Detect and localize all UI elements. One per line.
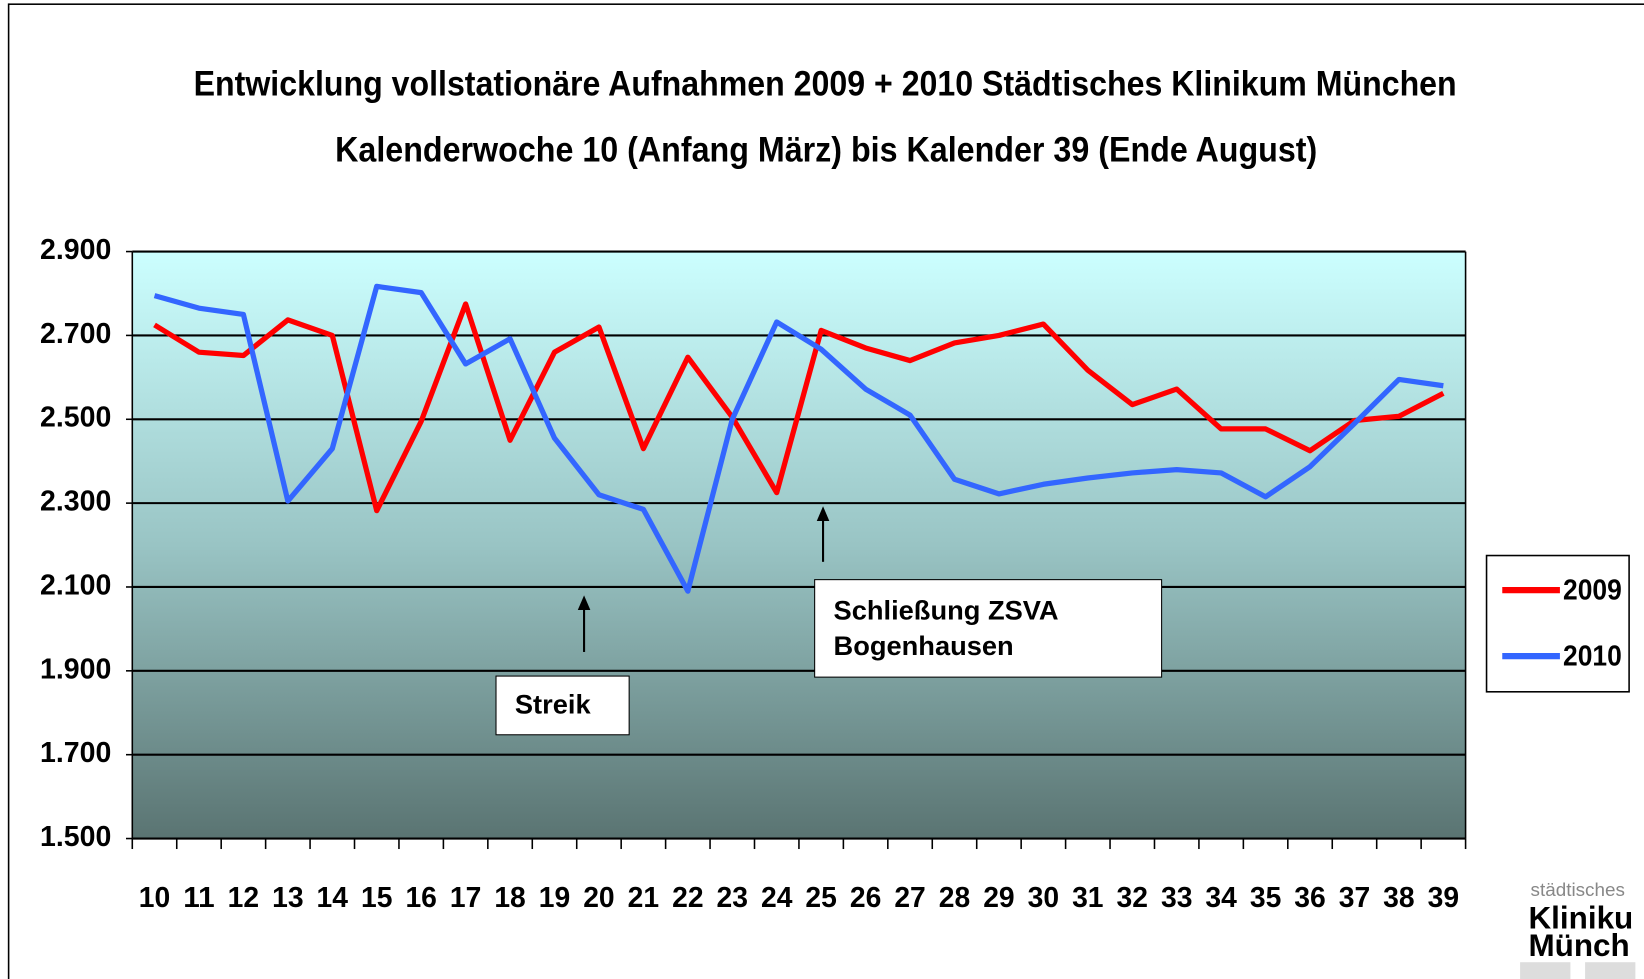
x-tick-label: 33 [1161,881,1192,913]
annotation-box [495,675,630,736]
chart-title: Entwicklung vollstationäre Aufnahmen 200… [194,63,1457,103]
x-tick-label: 20 [583,881,614,913]
arrow-head [577,595,591,611]
x-tick-label: 19 [539,881,570,913]
x-tick-label: 28 [939,881,970,913]
x-tick-label: 14 [317,881,349,913]
x-tick-label: 22 [672,881,703,913]
x-tick-label: 29 [983,881,1014,913]
legend-label: 2010 [1563,640,1622,672]
x-tick-label: 36 [1294,881,1325,913]
logo-block [1520,962,1571,979]
x-tick-label: 25 [805,881,836,913]
y-tick-label: 2.300 [40,485,111,517]
x-tick-label: 30 [1028,881,1059,913]
line-series [153,301,1445,514]
x-tick-label: 31 [1072,881,1103,913]
x-tick-label: 21 [628,881,659,913]
y-tick-label: 1.500 [40,820,111,852]
x-tick-label: 37 [1339,881,1370,913]
y-tick-label: 2.700 [40,317,111,349]
x-tick-label: 35 [1250,881,1281,913]
x-tick-label: 32 [1117,881,1148,913]
arrow-head [816,506,830,521]
x-tick-label: 18 [494,881,525,913]
annotation: Bogenhausen [834,630,1014,661]
line-series [153,283,1444,594]
y-tick-label: 2.900 [40,233,111,265]
annotation: Streik [515,689,592,720]
x-tick-label: 39 [1428,881,1459,913]
y-tick-label: 2.100 [40,568,111,600]
x-tick-label: 38 [1383,881,1414,913]
x-tick-label: 34 [1205,881,1237,913]
frame [7,3,1644,979]
logo-block [1585,962,1636,979]
x-tick-label: 10 [139,881,170,913]
x-tick-label: 23 [717,881,748,913]
x-tick-label: 13 [272,881,303,913]
y-tick-label: 2.500 [40,401,111,433]
logo-text: städtisches [1531,879,1625,900]
x-tick-label: 17 [450,881,481,913]
x-tick-label: 24 [761,881,793,913]
x-tick-label: 16 [405,881,436,913]
x-tick-label: 26 [850,881,881,913]
legend [1485,554,1630,693]
annotation-box [814,579,1163,678]
logo-text: Kliniku [1528,901,1633,936]
x-tick-label: 12 [228,881,259,913]
legend-label: 2009 [1563,574,1622,606]
chart-subtitle: Kalenderwoche 10 (Anfang März) bis Kalen… [335,129,1317,169]
y-tick-label: 1.700 [40,736,111,768]
plot-area [132,251,1466,839]
y-tick-label: 1.900 [40,652,111,684]
x-tick-label: 11 [183,881,214,913]
annotation: Schließung ZSVA [834,594,1059,625]
x-tick-label: 27 [894,881,925,913]
x-tick-label: 15 [361,881,392,913]
logo-text: Münch [1528,928,1629,963]
